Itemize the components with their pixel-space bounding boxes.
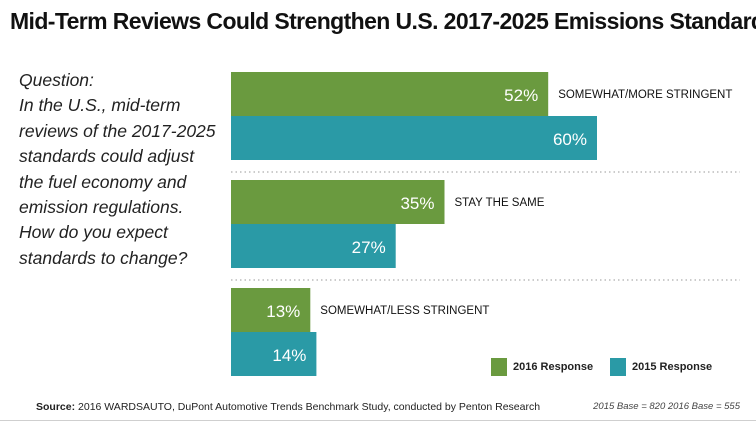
- bar-value-label: 60%: [553, 130, 587, 149]
- category-label: SOMEWHAT/LESS STRINGENT: [320, 305, 489, 317]
- chart-title: Mid-Term Reviews Could Strengthen U.S. 2…: [10, 8, 756, 34]
- category-label: STAY THE SAME: [455, 197, 545, 209]
- question-line: standards to change?: [19, 247, 188, 268]
- question-line: standards could adjust: [19, 146, 195, 167]
- bar-value-label: 52%: [504, 86, 538, 105]
- category-label: SOMEWHAT/MORE STRINGENT: [558, 89, 732, 101]
- bar-value-label: 13%: [266, 302, 300, 321]
- bar-2015-1: [231, 224, 396, 268]
- bar-2015-2: [231, 332, 317, 376]
- legend-item-2015: 2015 Response: [610, 358, 712, 376]
- question-line: emission regulations.: [19, 197, 184, 218]
- question-line: the fuel economy and: [19, 171, 187, 192]
- legend-label-2015: 2015 Response: [632, 361, 713, 373]
- bar-value-label: 35%: [400, 194, 434, 213]
- bottom-divider: [0, 420, 756, 421]
- legend-swatch-2015: [610, 358, 626, 376]
- question-line: In the U.S., mid-term: [19, 95, 181, 116]
- legend-item-2016: 2016 Response: [491, 358, 593, 376]
- question-text: Question: In the U.S., mid-term reviews …: [19, 68, 219, 271]
- question-label: Question:: [19, 70, 94, 90]
- question-line: reviews of the 2017-2025: [19, 120, 216, 141]
- question-line: How do you expect: [19, 222, 168, 243]
- legend-swatch-2016: [491, 358, 507, 376]
- bar-value-label: 27%: [352, 238, 386, 257]
- source-prefix: Source:: [36, 401, 76, 413]
- legend-label-2016: 2016 Response: [513, 361, 594, 373]
- bar-2016-0: [231, 72, 549, 116]
- bar-value-label: 14%: [272, 346, 306, 365]
- bar-2015-0: [231, 116, 597, 160]
- base-note: 2015 Base = 820 2016 Base = 555: [593, 401, 740, 412]
- source-note: Source: 2016 WARDSAUTO, DuPont Automotiv…: [36, 401, 540, 413]
- source-text: 2016 WARDSAUTO, DuPont Automotive Trends…: [78, 401, 541, 413]
- bar-2016-1: [231, 180, 445, 224]
- bar-2016-2: [231, 288, 311, 332]
